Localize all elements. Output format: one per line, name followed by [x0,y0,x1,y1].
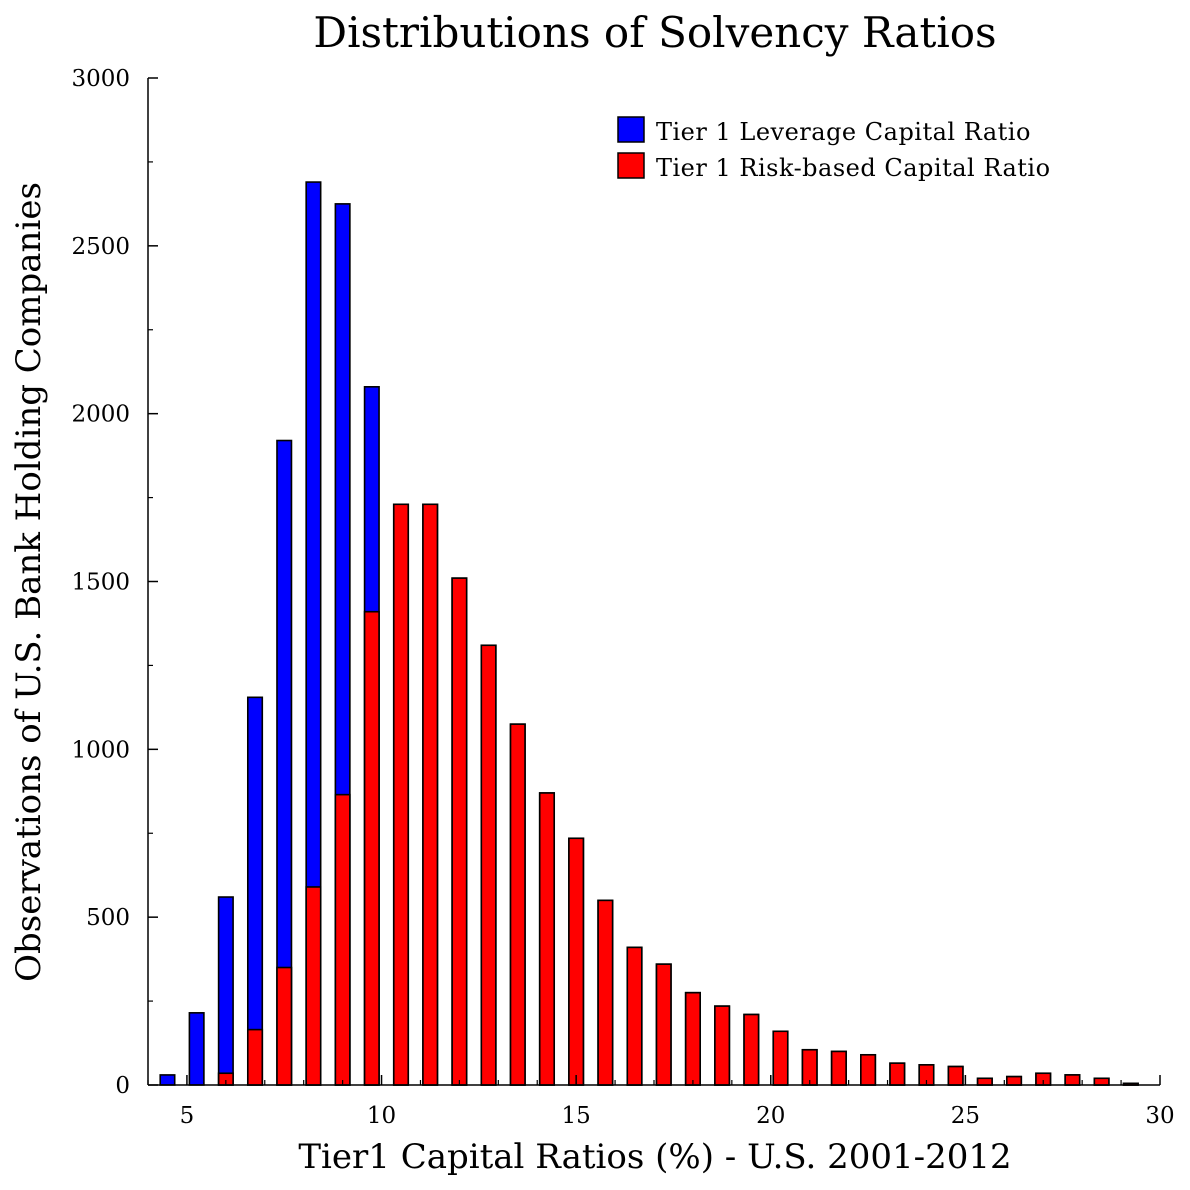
bar-risk-based-4 [276,966,293,1086]
x-tick-label-20: 20 [756,1103,785,1129]
y-tick-label-3000: 3000 [71,66,130,92]
legend-swatch-leverage [617,116,645,143]
bar-risk-based-9 [422,503,439,1086]
y-tick-label-0: 0 [115,1073,130,1099]
bar-risk-based-8 [392,503,410,1086]
bar-leverage-0 [159,1074,176,1086]
bar-risk-based-28 [976,1077,993,1086]
x-tick-label-5: 5 [180,1103,195,1129]
bar-risk-based-21 [772,1030,789,1086]
bar-risk-based-23 [830,1050,847,1086]
bar-risk-based-25 [889,1062,906,1086]
legend-swatch-risk-based [617,152,645,179]
bar-leverage-2 [217,896,234,1086]
bar-risk-based-17 [655,963,672,1086]
bar-risk-based-6 [334,793,351,1086]
bar-risk-based-15 [597,899,614,1086]
bars-group [159,181,1139,1086]
bar-risk-based-16 [626,946,643,1086]
legend-label-risk-based: Tier 1 Risk-based Capital Ratio [656,154,1051,182]
axes-group [147,78,1160,1086]
y-axis-label: Observations of U.S. Bank Holding Compan… [9,182,49,982]
bar-risk-based-13 [538,792,556,1086]
bar-risk-based-11 [480,644,497,1086]
bar-risk-based-19 [714,1005,731,1086]
bar-risk-based-12 [509,723,526,1086]
bar-risk-based-5 [305,886,322,1086]
y-tick-label-1500: 1500 [71,570,130,596]
bar-risk-based-22 [801,1048,818,1086]
bar-leverage-3 [246,696,264,1086]
bar-risk-based-7 [363,610,380,1086]
bar-risk-based-32 [1093,1077,1110,1086]
bar-risk-based-31 [1064,1074,1081,1086]
bar-risk-based-10 [451,577,468,1086]
bar-leverage-1 [188,1012,205,1086]
x-tick-label-15: 15 [562,1103,591,1129]
x-tick-label-25: 25 [951,1103,980,1129]
bar-risk-based-14 [568,837,585,1086]
x-axis-label: Tier1 Capital Ratios (%) - U.S. 2001-201… [298,1137,1011,1177]
bar-risk-based-27 [947,1065,964,1086]
ticks-group: 0 500 1000 1500 2000 2500 3000 5 10 15 20 25 30 [71,66,1174,1129]
legend-label-leverage: Tier 1 Leverage Capital Ratio [656,118,1031,146]
bar-risk-based-24 [860,1053,877,1086]
y-tick-label-2500: 2500 [71,234,130,260]
y-tick-label-500: 500 [86,905,130,931]
x-tick-label-30: 30 [1145,1103,1174,1129]
y-tick-label-2000: 2000 [71,402,130,428]
bar-risk-based-18 [684,991,701,1086]
bar-risk-based-20 [743,1013,760,1086]
chart-title: Distributions of Solvency Ratios [313,8,996,57]
bar-risk-based-3 [246,1028,264,1086]
x-tick-label-10: 10 [367,1103,396,1129]
bar-risk-based-29 [1005,1075,1023,1086]
legend: Tier 1 Leverage Capital Ratio Tier 1 Ris… [617,116,1051,182]
y-tick-label-1000: 1000 [71,737,130,763]
